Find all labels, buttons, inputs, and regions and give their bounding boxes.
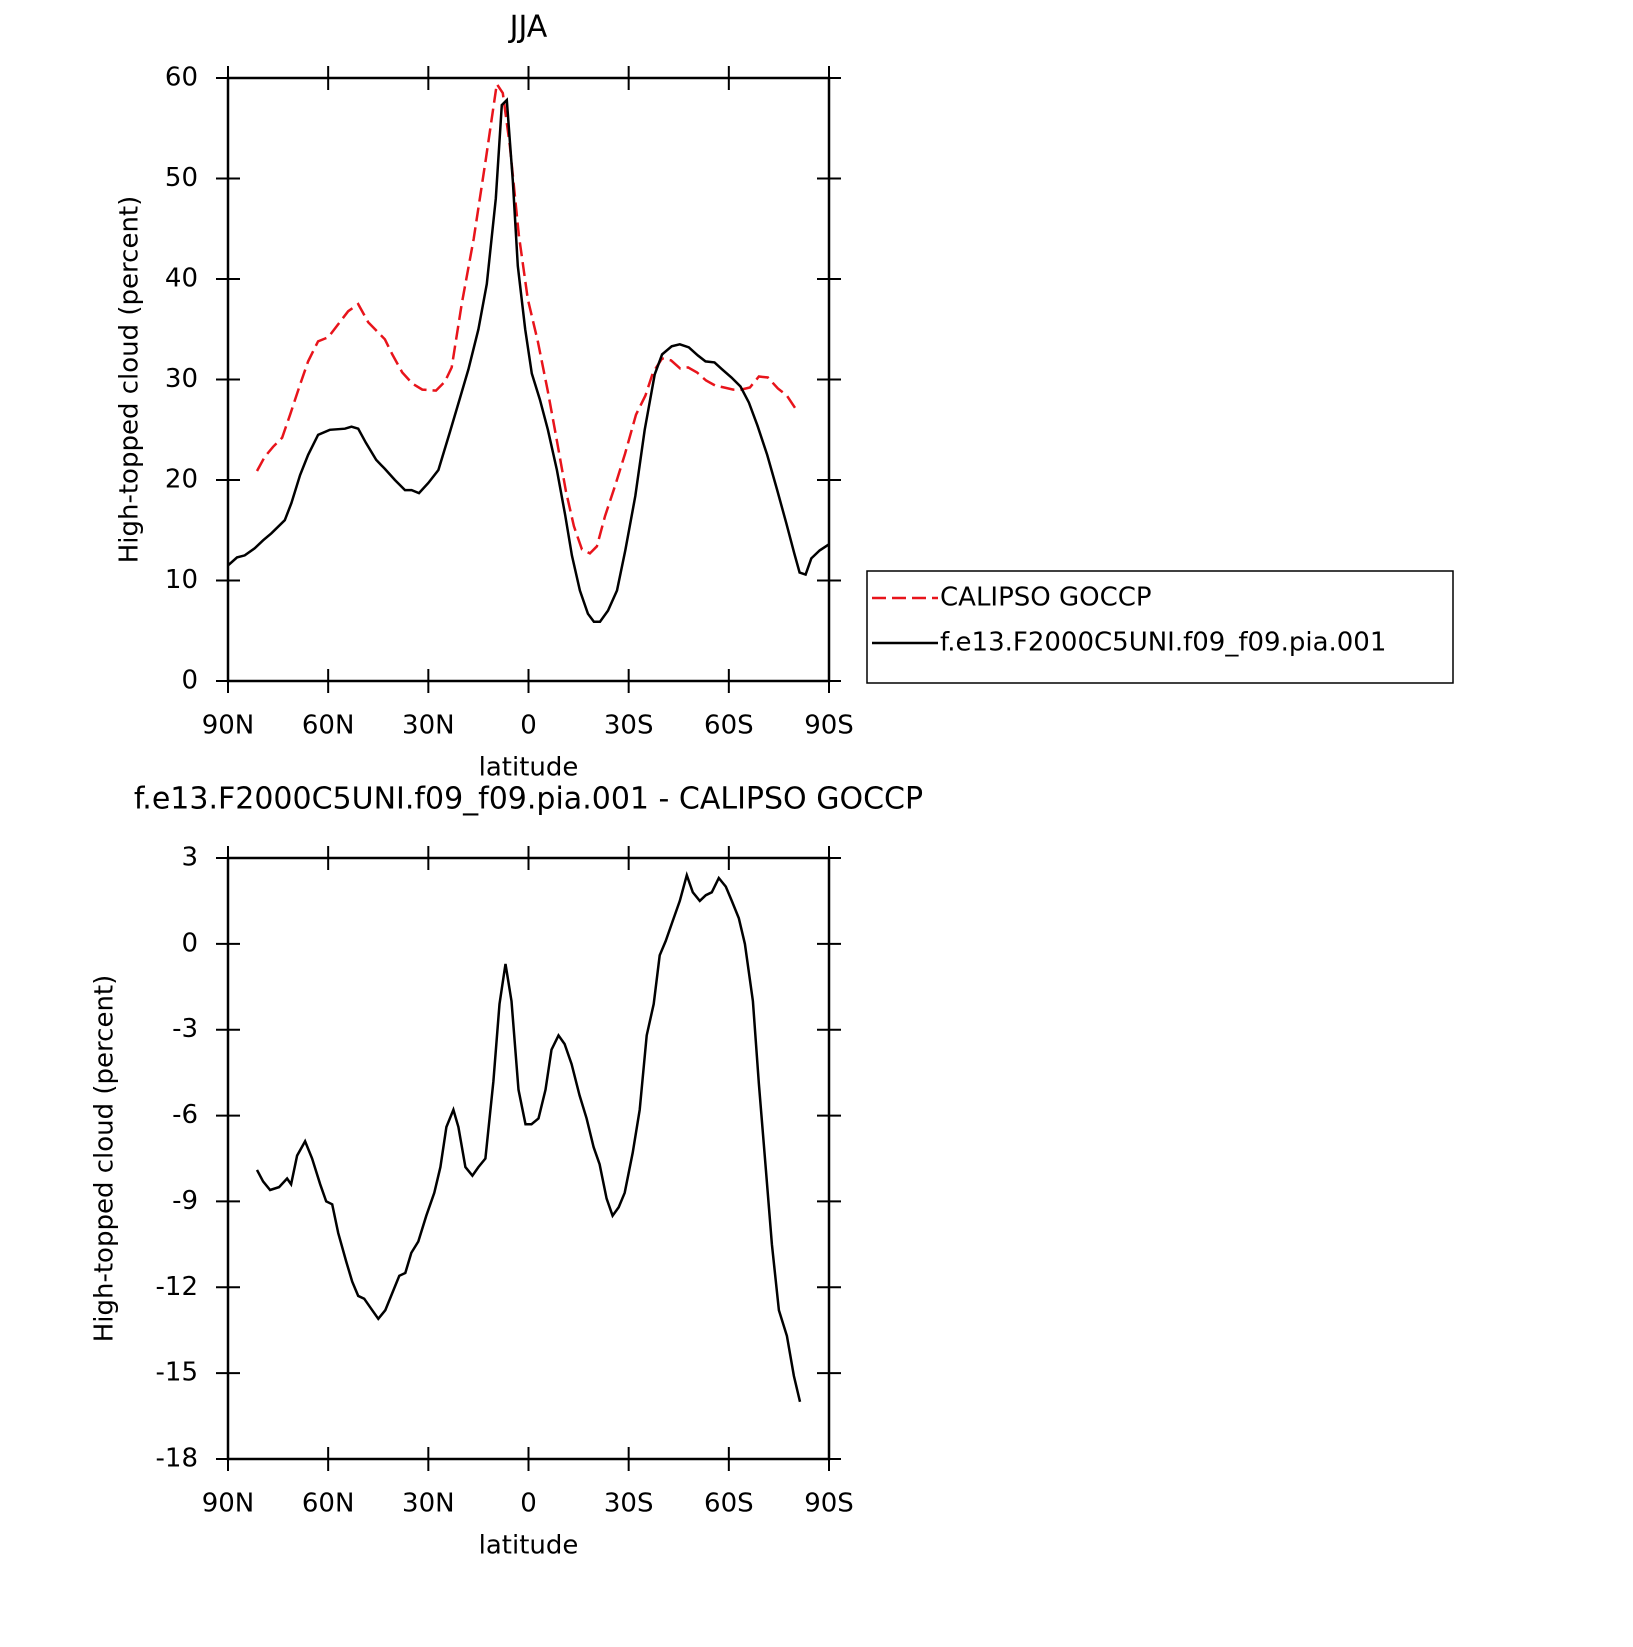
y-tick-label: -15 xyxy=(156,1358,198,1388)
chart-title: f.e13.F2000C5UNI.f09_f09.pia.001 - CALIP… xyxy=(134,782,923,817)
y-tick-label: -6 xyxy=(172,1100,198,1130)
y-tick-label: -9 xyxy=(172,1186,198,1216)
x-tick-label: 30N xyxy=(402,711,455,741)
legend-box xyxy=(866,570,1454,684)
y-tick-label: 3 xyxy=(181,843,198,873)
data-line xyxy=(255,870,802,1403)
x-tick-label: 60N xyxy=(302,711,355,741)
x-tick-label: 60S xyxy=(704,711,754,741)
x-axis-label: latitude xyxy=(479,753,579,783)
y-tick-label: 40 xyxy=(165,264,198,294)
chart-title: JJA xyxy=(508,10,548,45)
y-tick-label: 20 xyxy=(165,465,198,495)
y-tick-label: -12 xyxy=(156,1272,198,1302)
y-tick-label: 60 xyxy=(165,63,198,93)
y-axis-label: High-topped cloud (percent) xyxy=(90,975,120,1343)
data-line xyxy=(227,97,830,623)
plot-frame xyxy=(226,76,831,683)
x-tick-label: 30N xyxy=(402,1489,455,1519)
y-tick-label: 30 xyxy=(165,364,198,394)
y-tick-label: -18 xyxy=(156,1444,198,1474)
x-tick-label: 0 xyxy=(520,711,537,741)
legend-label: CALIPSO GOCCP xyxy=(940,583,1152,613)
x-tick-label: 90N xyxy=(202,1489,255,1519)
x-tick-label: 30S xyxy=(604,711,654,741)
x-tick-label: 30S xyxy=(604,1489,654,1519)
y-axis-label: High-topped cloud (percent) xyxy=(115,196,145,564)
x-tick-label: 90N xyxy=(202,711,255,741)
y-tick-label: 10 xyxy=(165,565,198,595)
x-tick-label: 90S xyxy=(804,1489,854,1519)
x-tick-label: 0 xyxy=(520,1489,537,1519)
y-tick-label: 0 xyxy=(181,928,198,958)
x-axis-label: latitude xyxy=(479,1531,579,1561)
y-tick-label: 0 xyxy=(181,666,198,696)
x-tick-label: 90S xyxy=(804,711,854,741)
data-line xyxy=(255,80,798,555)
x-tick-label: 60S xyxy=(704,1489,754,1519)
plot-frame xyxy=(226,856,831,1461)
y-tick-label: 50 xyxy=(165,163,198,193)
x-tick-label: 60N xyxy=(302,1489,355,1519)
y-tick-label: -3 xyxy=(172,1014,198,1044)
legend-label: f.e13.F2000C5UNI.f09_f09.pia.001 xyxy=(940,628,1386,658)
